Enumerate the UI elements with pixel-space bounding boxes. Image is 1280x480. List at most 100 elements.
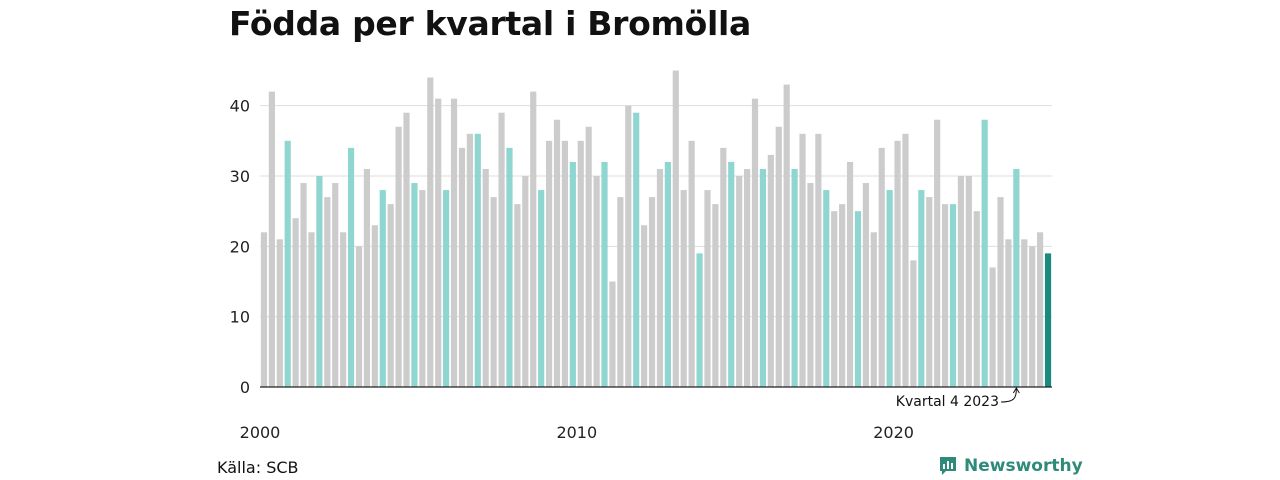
bar-chart-logo-icon: [940, 457, 956, 475]
bar: [419, 190, 426, 387]
y-tick-label: 30: [230, 167, 250, 186]
bar: [934, 119, 941, 387]
bar: [300, 183, 307, 387]
bars: [260, 70, 1052, 388]
bar: [831, 211, 838, 387]
bar: [268, 91, 275, 387]
bar: [355, 246, 363, 387]
bar: [918, 190, 925, 387]
bar: [997, 197, 1004, 387]
bar: [799, 133, 806, 387]
bar: [664, 161, 671, 387]
bar: [807, 183, 814, 387]
bar: [783, 84, 790, 387]
bar: [759, 168, 767, 387]
bar: [965, 176, 972, 387]
bar: [815, 133, 822, 387]
bar: [949, 204, 957, 387]
bar: [941, 204, 949, 387]
annotation-arrowhead: [1012, 387, 1020, 394]
annotation-label: Kvartal 4 2023: [896, 394, 999, 410]
bar: [680, 190, 687, 387]
bar: [601, 161, 608, 387]
bar: [553, 119, 561, 387]
bar: [617, 197, 624, 387]
bar: [506, 147, 513, 387]
bar: [276, 239, 283, 387]
bar: [957, 176, 965, 387]
bar: [862, 183, 869, 387]
bar: [846, 161, 854, 387]
bar: [839, 204, 846, 387]
annotation: Kvartal 4 2023: [896, 387, 1020, 410]
bar: [538, 190, 545, 387]
bar-chart: 0 10 20 30 40 2000 2010 2020 Kvartal 4 2023: [230, 70, 1052, 442]
bar: [569, 161, 576, 387]
bar: [363, 168, 371, 387]
bar: [926, 197, 933, 387]
x-axis-labels: 2000 2010 2020: [240, 423, 914, 442]
bar: [656, 168, 664, 387]
brand-name: Newsworthy: [964, 456, 1083, 476]
y-tick-label: 40: [230, 97, 250, 116]
bar: [443, 190, 450, 387]
chart-title: Födda per kvartal i Bromölla: [229, 4, 751, 43]
bar: [411, 183, 418, 387]
bar: [609, 281, 616, 387]
bar: [743, 168, 751, 387]
bar: [292, 218, 299, 387]
bar: [379, 190, 386, 387]
bar: [688, 140, 695, 387]
bar: [1029, 246, 1036, 387]
bar: [545, 140, 553, 387]
bar: [720, 147, 727, 387]
bar: [823, 190, 830, 387]
source-note: Källa: SCB: [217, 458, 299, 477]
bar: [704, 190, 711, 387]
bar: [458, 147, 466, 387]
y-tick-label: 20: [230, 237, 250, 256]
y-tick-label: 0: [240, 378, 250, 397]
bar: [791, 168, 798, 387]
bar: [1005, 239, 1012, 387]
bar: [751, 98, 759, 387]
bar: [910, 260, 917, 387]
bar: [474, 133, 481, 387]
bar: [870, 232, 877, 387]
bar: [767, 154, 774, 387]
bar: [371, 225, 378, 387]
bar: [395, 126, 402, 388]
bar: [498, 112, 505, 387]
bar: [1037, 232, 1044, 387]
bar: [387, 204, 394, 387]
bar: [593, 176, 600, 387]
y-tick-label: 10: [230, 308, 250, 327]
x-tick-label: 2010: [556, 423, 597, 442]
bar: [625, 105, 632, 388]
bar: [482, 168, 489, 387]
bar: [260, 232, 268, 387]
bar: [886, 190, 893, 387]
bar: [316, 176, 323, 387]
bar: [648, 197, 656, 387]
brand-logo[interactable]: Newsworthy: [938, 455, 1083, 477]
bar: [347, 147, 355, 387]
bar: [332, 183, 339, 387]
bar: [427, 77, 434, 387]
bar: [403, 112, 410, 387]
bar: [1044, 253, 1052, 387]
annotation-arrow: [1000, 388, 1017, 403]
x-tick-label: 2020: [873, 423, 914, 442]
bar: [585, 126, 592, 388]
bar: [435, 98, 442, 387]
bar: [466, 133, 473, 387]
bar: [340, 232, 347, 387]
bar: [973, 211, 980, 387]
bar: [633, 112, 640, 387]
bar: [1013, 168, 1020, 387]
bar: [1021, 239, 1028, 387]
x-tick-label: 2000: [240, 423, 281, 442]
bar: [561, 140, 569, 387]
bar: [577, 140, 584, 387]
bar: [775, 126, 782, 388]
